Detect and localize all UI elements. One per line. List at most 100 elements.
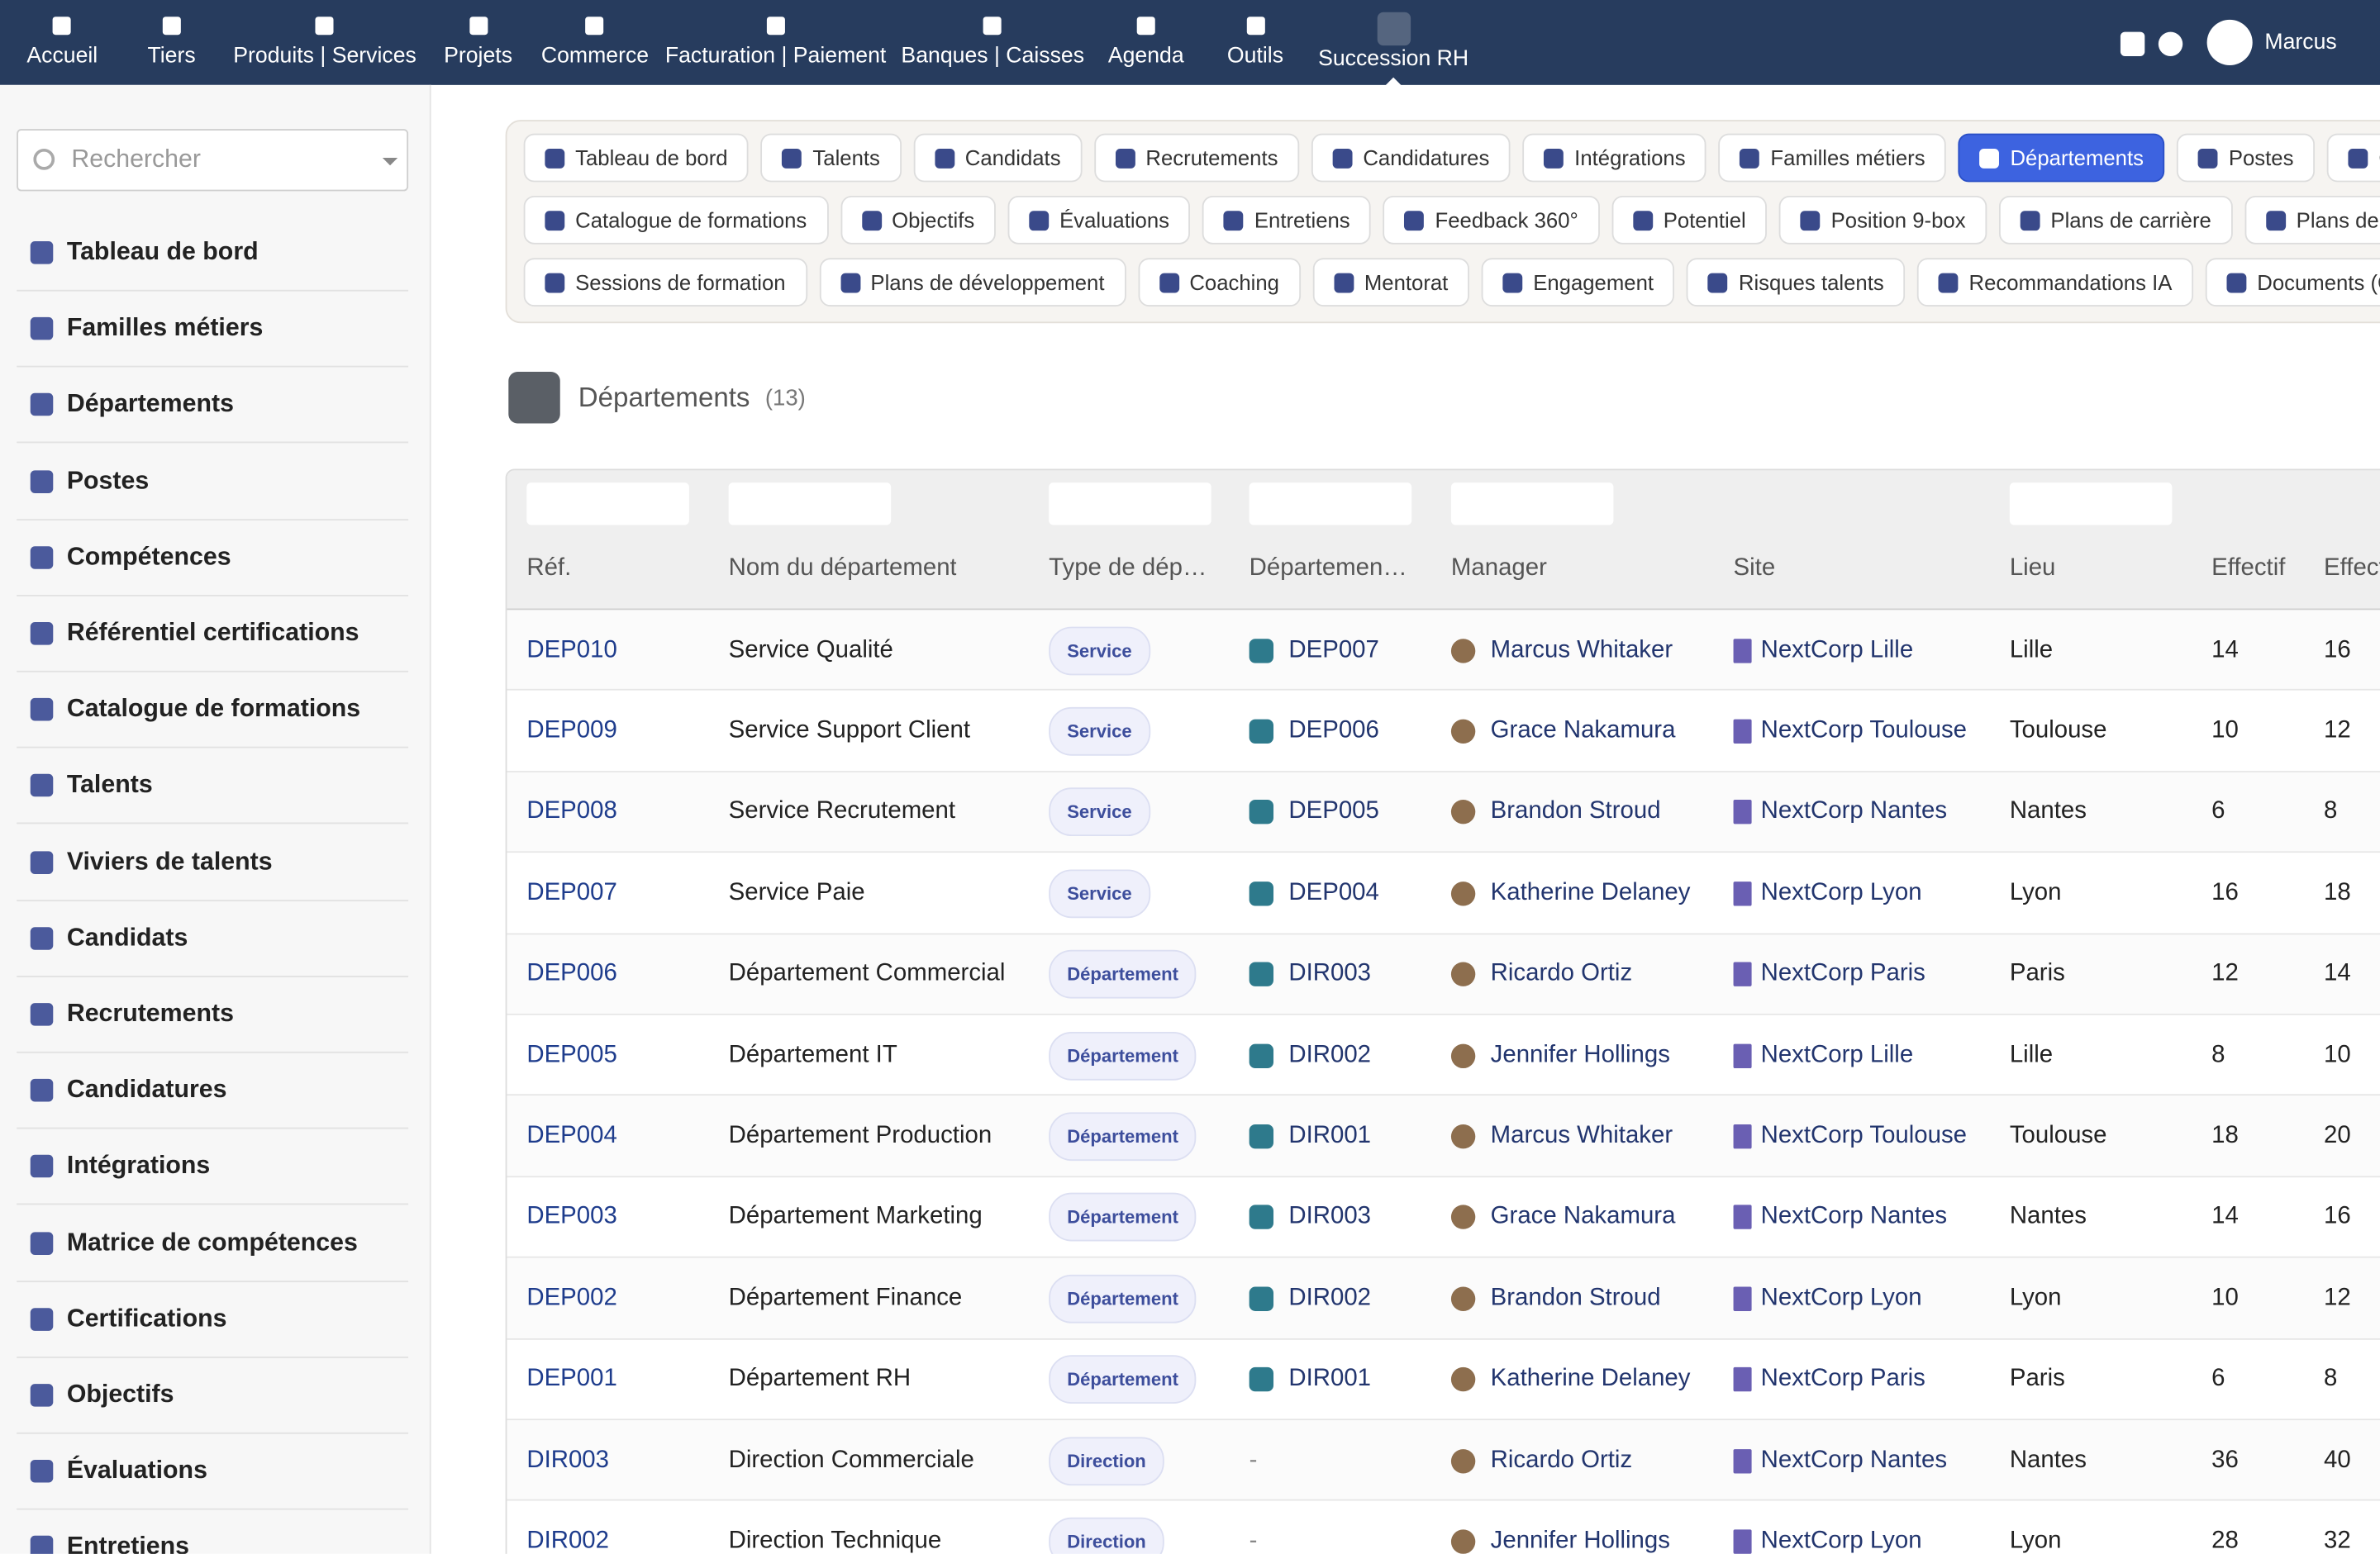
column-header[interactable]: Lieu: [2009, 555, 2056, 582]
site-link[interactable]: NextCorp Lyon: [1760, 1285, 1922, 1311]
nav-item[interactable]: Facturation | Paiement: [665, 0, 886, 85]
manager-link[interactable]: Marcus Whitaker: [1490, 636, 1673, 663]
table-row[interactable]: DEP009 Service Support Client Service DEP00…: [507, 691, 2380, 772]
manager-link[interactable]: Marcus Whitaker: [1490, 1122, 1673, 1149]
table-row[interactable]: DEP001 Département RH Département DIR001 Kat…: [507, 1339, 2380, 1421]
tab[interactable]: Documents (GED): [2205, 258, 2380, 307]
column-header[interactable]: Site: [1733, 555, 1776, 582]
tab[interactable]: Potentiel: [1611, 195, 1768, 245]
table-row[interactable]: DEP005 Département IT Département DIR002 Jen…: [507, 1015, 2380, 1096]
column-header[interactable]: Effectif: [2324, 555, 2380, 582]
manager-link[interactable]: Grace Nakamura: [1490, 717, 1676, 744]
ref-link[interactable]: DEP007: [526, 879, 617, 905]
sidebar-item[interactable]: Familles métiers: [17, 292, 409, 368]
tab[interactable]: Postes: [2177, 133, 2316, 183]
column-header[interactable]: Départemen…: [1249, 555, 1407, 582]
ref-link[interactable]: DEP009: [526, 717, 617, 744]
sidebar-item[interactable]: Intégrations: [17, 1129, 409, 1206]
ref-link[interactable]: DEP010: [526, 636, 617, 663]
tab[interactable]: Mentorat: [1312, 258, 1470, 307]
nav-item[interactable]: Projets: [444, 0, 512, 85]
ref-link[interactable]: DEP003: [526, 1204, 617, 1230]
site-link[interactable]: NextCorp Paris: [1760, 1366, 1925, 1392]
parent-link[interactable]: DEP006: [1288, 717, 1379, 744]
table-row[interactable]: DEP010 Service Qualité Service DEP007 Marcus…: [507, 610, 2380, 691]
nav-item[interactable]: Outils: [1227, 0, 1283, 85]
table-row[interactable]: DIR002 Direction Technique Direction - Jenni…: [507, 1501, 2380, 1554]
sidebar-item[interactable]: Candidats: [17, 901, 409, 977]
parent-link[interactable]: DIR002: [1288, 1041, 1372, 1068]
help-icon[interactable]: [2158, 31, 2183, 56]
table-row[interactable]: DEP007 Service Paie Service DEP004 Katherine…: [507, 853, 2380, 934]
sidebar-item[interactable]: Tableau de bord: [17, 216, 409, 292]
manager-link[interactable]: Jennifer Hollings: [1490, 1528, 1670, 1554]
column-filter[interactable]: [2009, 482, 2173, 525]
sidebar-item[interactable]: Catalogue de formations: [17, 672, 409, 748]
sidebar-item[interactable]: Compétences: [17, 520, 409, 596]
manager-link[interactable]: Ricardo Ortiz: [1490, 1447, 1633, 1473]
column-filter[interactable]: [526, 482, 689, 525]
sidebar-item[interactable]: Talents: [17, 748, 409, 825]
manager-link[interactable]: Jennifer Hollings: [1490, 1041, 1670, 1068]
tab[interactable]: Compétences: [2326, 133, 2380, 183]
tab[interactable]: Évaluations: [1007, 195, 1191, 245]
site-link[interactable]: NextCorp Lille: [1760, 636, 1914, 663]
parent-link[interactable]: DIR001: [1288, 1122, 1372, 1149]
manager-link[interactable]: Katherine Delaney: [1490, 879, 1691, 905]
ref-link[interactable]: DEP001: [526, 1366, 617, 1392]
site-link[interactable]: NextCorp Lille: [1760, 1041, 1914, 1068]
sidebar-item[interactable]: Référentiel certifications: [17, 596, 409, 672]
column-filter[interactable]: [728, 482, 892, 525]
tab[interactable]: Coaching: [1137, 258, 1301, 307]
nav-item[interactable]: Commerce: [541, 0, 649, 85]
parent-link[interactable]: DIR003: [1288, 960, 1372, 987]
tab[interactable]: Plans de carrière: [1998, 195, 2233, 245]
ref-link[interactable]: DEP008: [526, 798, 617, 825]
column-header[interactable]: Effectif: [2211, 555, 2286, 582]
site-link[interactable]: NextCorp Nantes: [1760, 1447, 1948, 1473]
manager-link[interactable]: Grace Nakamura: [1490, 1204, 1676, 1230]
parent-link[interactable]: DIR003: [1288, 1204, 1372, 1230]
column-header[interactable]: Nom du département: [728, 555, 957, 582]
tab[interactable]: Recrutements: [1093, 133, 1300, 183]
parent-link[interactable]: DEP004: [1288, 879, 1379, 905]
tab[interactable]: Candidats: [913, 133, 1083, 183]
tab[interactable]: Talents: [760, 133, 902, 183]
sidebar-item[interactable]: Postes: [17, 444, 409, 520]
sidebar-item[interactable]: Candidatures: [17, 1053, 409, 1129]
site-link[interactable]: NextCorp Paris: [1760, 960, 1925, 987]
table-row[interactable]: DEP002 Département Finance Département DIR0…: [507, 1257, 2380, 1340]
parent-link[interactable]: DEP007: [1288, 636, 1379, 663]
tab[interactable]: Familles métiers: [1718, 133, 1947, 183]
ref-link[interactable]: DIR002: [526, 1528, 609, 1554]
tab[interactable]: Sessions de formation: [523, 258, 807, 307]
table-row[interactable]: DEP004 Département Production Département D…: [507, 1095, 2380, 1177]
tab[interactable]: Risques talents: [1687, 258, 1906, 307]
tab[interactable]: Plans de développement: [818, 258, 1126, 307]
ref-link[interactable]: DEP002: [526, 1285, 617, 1311]
sidebar-item[interactable]: Départements: [17, 368, 409, 444]
site-link[interactable]: NextCorp Nantes: [1760, 798, 1948, 825]
sidebar-item[interactable]: Objectifs: [17, 1358, 409, 1434]
site-link[interactable]: NextCorp Lyon: [1760, 1528, 1922, 1554]
tab[interactable]: Objectifs: [840, 195, 996, 245]
column-filter[interactable]: [1249, 482, 1412, 525]
sidebar-item[interactable]: Certifications: [17, 1282, 409, 1358]
print-icon[interactable]: [2120, 31, 2145, 56]
nav-item[interactable]: Succession RH: [1318, 0, 1468, 85]
nav-item[interactable]: Banques | Caisses: [901, 0, 1084, 85]
column-header[interactable]: Manager: [1450, 555, 1547, 582]
column-header[interactable]: Réf.: [526, 555, 572, 582]
parent-link[interactable]: DEP005: [1288, 798, 1379, 825]
site-link[interactable]: NextCorp Toulouse: [1760, 1122, 1968, 1149]
ref-link[interactable]: DEP006: [526, 960, 617, 987]
manager-link[interactable]: Brandon Stroud: [1490, 798, 1661, 825]
site-link[interactable]: NextCorp Nantes: [1760, 1204, 1948, 1230]
nav-item[interactable]: Accueil: [26, 0, 98, 85]
nav-item[interactable]: Tiers: [147, 0, 196, 85]
ref-link[interactable]: DEP005: [526, 1041, 617, 1068]
tab[interactable]: Feedback 360°: [1383, 195, 1600, 245]
tab[interactable]: Position 9-box: [1779, 195, 1987, 245]
sidebar-item[interactable]: Matrice de compétences: [17, 1205, 409, 1282]
column-filter[interactable]: [1049, 482, 1211, 525]
